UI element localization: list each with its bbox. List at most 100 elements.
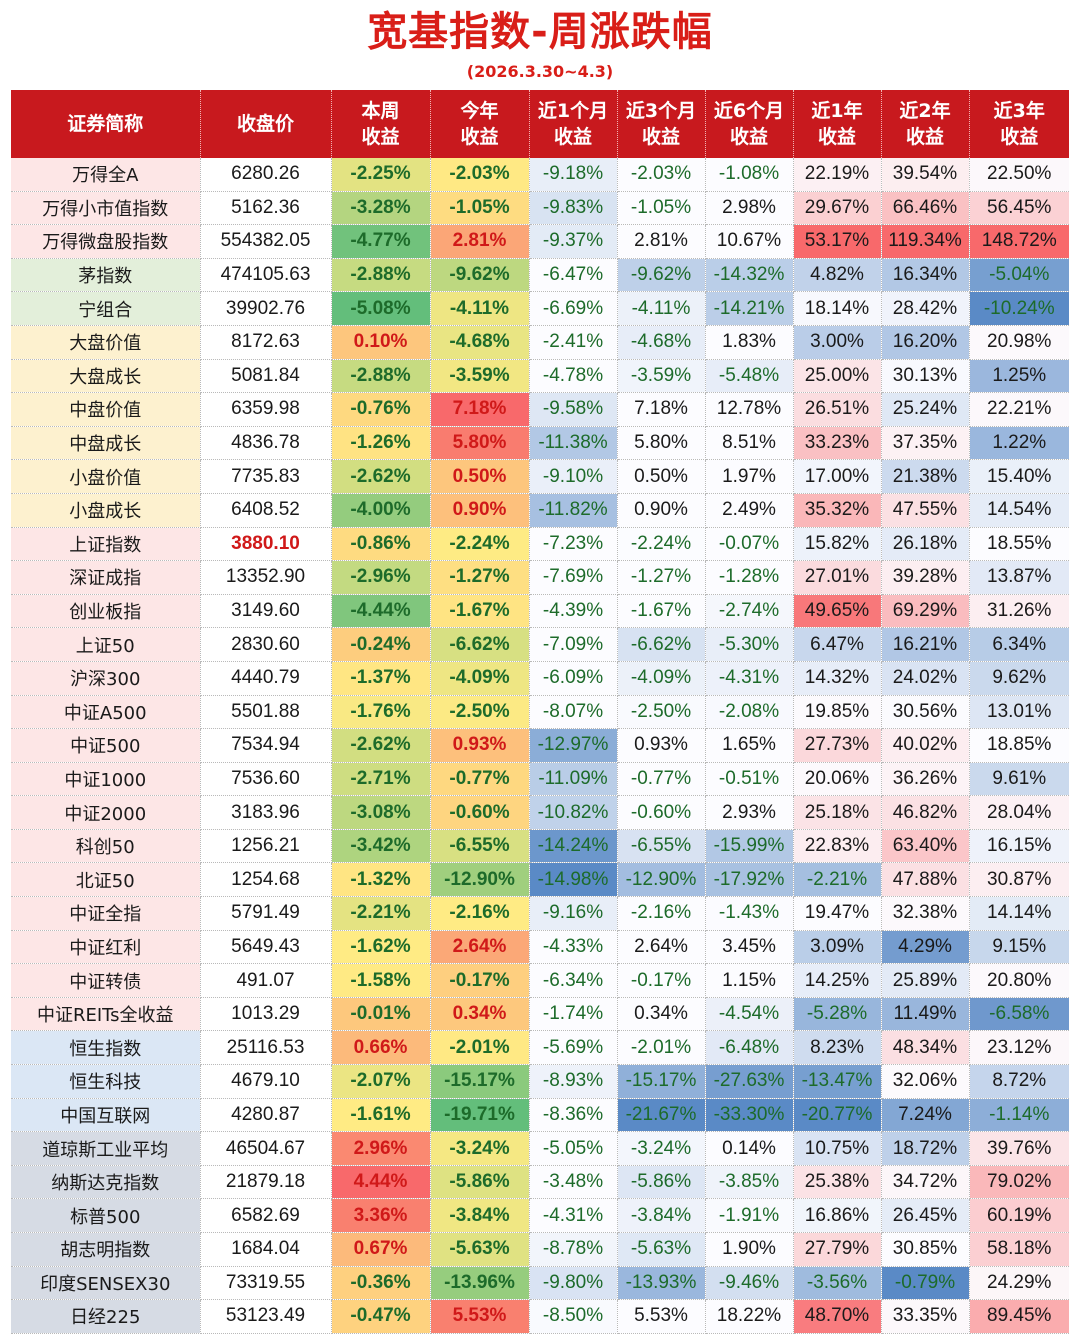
- cell-2y: 28.42%: [881, 291, 970, 326]
- cell-6m: -17.92%: [705, 862, 794, 898]
- cell-ytd: 2.81%: [430, 224, 530, 259]
- cell-1m: -5.05%: [529, 1131, 618, 1166]
- cell-name: 北证50: [11, 862, 201, 898]
- table-row: 大盘价值 8172.63 0.10% -4.68% -2.41% -4.68% 1.83% 3…: [11, 325, 1069, 360]
- cell-ytd: 0.90%: [430, 493, 530, 528]
- cell-close: 5649.43: [200, 930, 332, 965]
- cell-3y: 39.76%: [969, 1131, 1069, 1166]
- cell-name: 中盘成长: [11, 426, 201, 461]
- cell-6m: -27.63%: [705, 1064, 794, 1099]
- cell-1y: 8.23%: [793, 1030, 882, 1066]
- cell-1y: 14.25%: [793, 963, 882, 998]
- cell-6m: -2.74%: [705, 594, 794, 629]
- table-row: 恒生指数 25116.53 0.66% -2.01% -5.69% -2.01% -6.48…: [11, 1030, 1069, 1066]
- cell-1m: -11.82%: [529, 493, 618, 528]
- cell-6m: 2.98%: [705, 191, 794, 226]
- cell-6m: 8.51%: [705, 426, 794, 461]
- cell-6m: 3.45%: [705, 930, 794, 965]
- header-label: 收益: [641, 126, 680, 148]
- cell-3y: 89.45%: [969, 1299, 1069, 1334]
- cell-1m: -7.23%: [529, 527, 618, 562]
- cell-close: 73319.55: [200, 1266, 332, 1301]
- cell-2y: 30.13%: [881, 359, 970, 394]
- cell-ytd: -4.68%: [430, 325, 530, 360]
- cell-ytd: -5.86%: [430, 1165, 530, 1200]
- cell-3y: 28.04%: [969, 795, 1069, 830]
- cell-name: 中证REITs全收益: [11, 997, 201, 1032]
- cell-3y: 79.02%: [969, 1165, 1069, 1200]
- header-label: 证券简称: [67, 113, 144, 135]
- cell-2y: 66.46%: [881, 191, 970, 226]
- cell-close: 6582.69: [200, 1198, 332, 1233]
- cell-6m: -5.30%: [705, 627, 794, 662]
- cell-name: 恒生指数: [11, 1030, 201, 1066]
- cell-week: -1.76%: [331, 695, 431, 730]
- cell-3y: 15.40%: [969, 459, 1069, 494]
- cell-1m: -9.16%: [529, 896, 618, 931]
- table-row: 恒生科技 4679.10 -2.07% -15.17% -8.93% -15.17% -27…: [11, 1064, 1069, 1099]
- header-1m: 近1个月 收益: [529, 90, 618, 158]
- cell-3y: 13.87%: [969, 560, 1069, 595]
- cell-6m: 1.65%: [705, 728, 794, 763]
- cell-close: 1254.68: [200, 862, 332, 898]
- cell-ytd: -12.90%: [430, 862, 530, 898]
- cell-3y: 16.15%: [969, 829, 1069, 864]
- index-performance-table: 证券简称 收盘价 本周 收益 今年 收益 近1个月 收益 近3个月 收益 近6个月 收益 近1年 收益 近2…: [11, 90, 1069, 1334]
- header-1y: 近1年 收益: [793, 90, 882, 158]
- cell-3m: -3.84%: [617, 1198, 706, 1233]
- table-row: 沪深300 4440.79 -1.37% -4.09% -6.09% -4.09% -4.3…: [11, 661, 1069, 696]
- header-label: 收益: [817, 126, 856, 148]
- cell-2y: 4.29%: [881, 930, 970, 965]
- cell-name: 上证指数: [11, 527, 201, 562]
- cell-6m: -4.54%: [705, 997, 794, 1032]
- cell-3y: 22.21%: [969, 392, 1069, 427]
- cell-6m: -0.51%: [705, 762, 794, 797]
- cell-week: 0.66%: [331, 1030, 431, 1066]
- cell-2y: 39.54%: [881, 158, 970, 192]
- cell-week: -2.21%: [331, 896, 431, 931]
- table-row: 深证成指 13352.90 -2.96% -1.27% -7.69% -1.27% -1.2…: [11, 560, 1069, 595]
- cell-3m: -2.24%: [617, 527, 706, 562]
- cell-name: 印度SENSEX30: [11, 1266, 201, 1301]
- cell-3y: 60.19%: [969, 1198, 1069, 1233]
- header-label: 收益: [905, 126, 944, 148]
- cell-1y: 4.82%: [793, 258, 882, 293]
- cell-week: -2.62%: [331, 459, 431, 494]
- cell-name: 万得微盘股指数: [11, 224, 201, 259]
- cell-3y: 20.98%: [969, 325, 1069, 360]
- cell-week: -3.42%: [331, 829, 431, 864]
- table-row: 万得小市值指数 5162.36 -3.28% -1.05% -9.83% -1.05% 2.…: [11, 191, 1069, 226]
- cell-week: 3.36%: [331, 1198, 431, 1233]
- cell-1y: 16.86%: [793, 1198, 882, 1233]
- cell-name: 纳斯达克指数: [11, 1165, 201, 1200]
- cell-1m: -2.41%: [529, 325, 618, 360]
- cell-close: 3183.96: [200, 795, 332, 830]
- cell-week: -1.37%: [331, 661, 431, 696]
- cell-6m: 2.93%: [705, 795, 794, 830]
- cell-3y: 9.61%: [969, 762, 1069, 797]
- cell-1y: 19.85%: [793, 695, 882, 730]
- cell-2y: 119.34%: [881, 224, 970, 259]
- cell-3m: -4.09%: [617, 661, 706, 696]
- header-label: 近1个月: [537, 100, 609, 122]
- cell-close: 5162.36: [200, 191, 332, 226]
- cell-name: 沪深300: [11, 661, 201, 696]
- cell-ytd: -6.62%: [430, 627, 530, 662]
- date-range: (2026.3.30~4.3): [466, 62, 614, 81]
- cell-ytd: -2.24%: [430, 527, 530, 562]
- cell-1m: -3.48%: [529, 1165, 618, 1200]
- cell-week: -1.58%: [331, 963, 431, 998]
- cell-3y: 1.22%: [969, 426, 1069, 461]
- cell-3m: 2.64%: [617, 930, 706, 965]
- cell-name: 茅指数: [11, 258, 201, 293]
- header-label: 近3个月: [625, 100, 697, 122]
- cell-week: -0.01%: [331, 997, 431, 1032]
- cell-2y: 40.02%: [881, 728, 970, 763]
- cell-ytd: -5.63%: [430, 1232, 530, 1267]
- table-row: 中盘成长 4836.78 -1.26% 5.80% -11.38% 5.80% 8.51% 3…: [11, 426, 1069, 461]
- cell-3m: -2.50%: [617, 695, 706, 730]
- cell-1y: -13.47%: [793, 1064, 882, 1099]
- cell-close: 4440.79: [200, 661, 332, 696]
- cell-2y: 37.35%: [881, 426, 970, 461]
- cell-6m: -1.91%: [705, 1198, 794, 1233]
